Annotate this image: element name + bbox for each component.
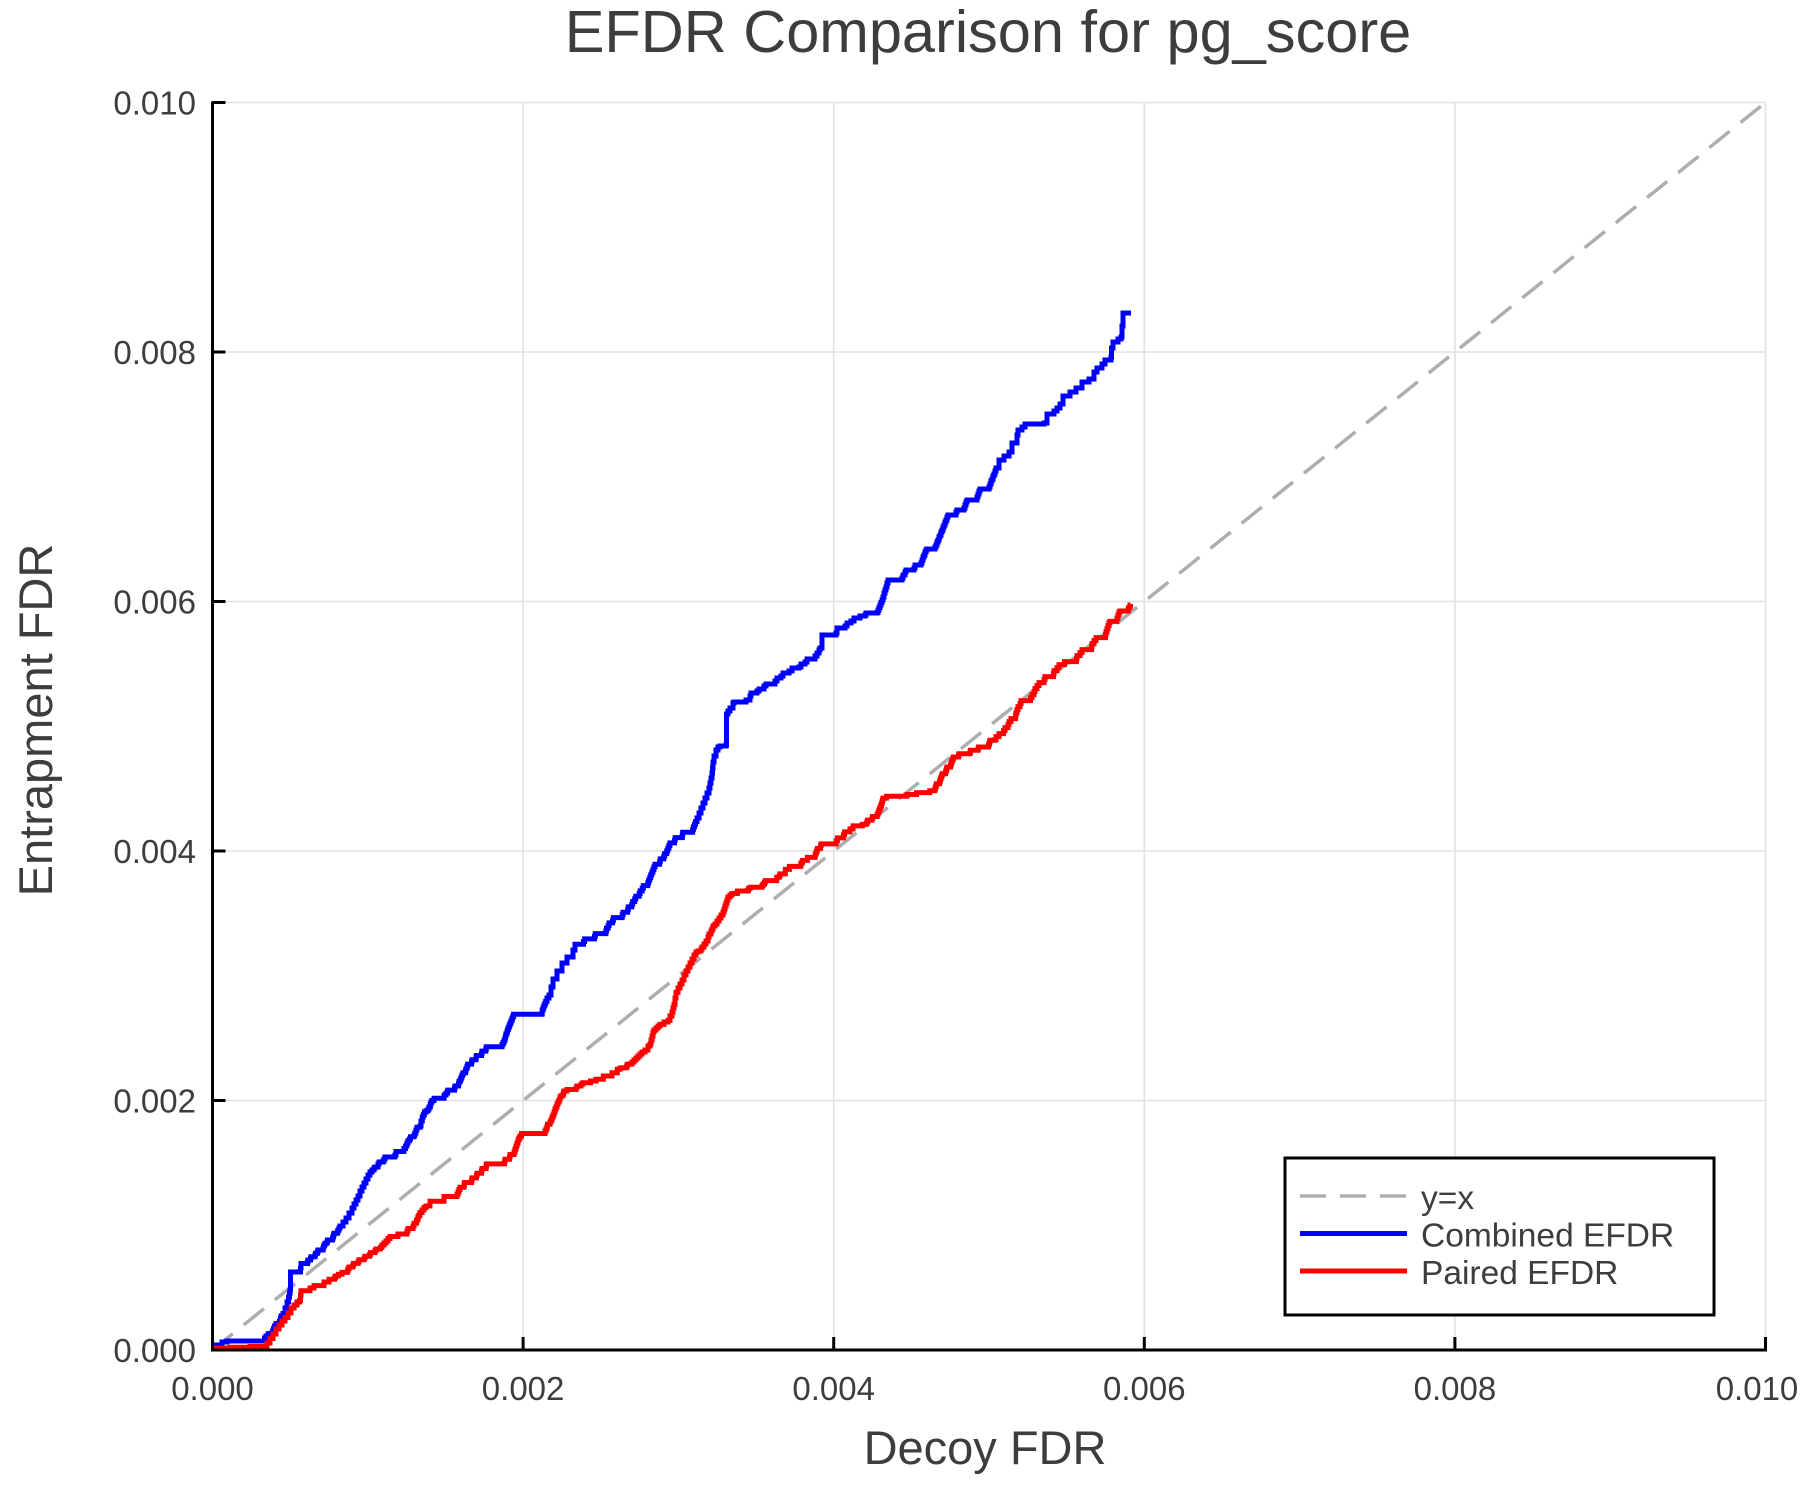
svg-text:0.006: 0.006 (1103, 1370, 1186, 1407)
svg-text:0.008: 0.008 (113, 334, 196, 371)
svg-text:0.004: 0.004 (792, 1370, 875, 1407)
svg-text:0.004: 0.004 (113, 833, 196, 870)
svg-text:0.000: 0.000 (113, 1332, 196, 1369)
svg-text:Paired EFDR: Paired EFDR (1421, 1255, 1618, 1292)
svg-text:Combined EFDR: Combined EFDR (1421, 1218, 1674, 1255)
svg-text:0.010: 0.010 (113, 85, 196, 122)
svg-text:0.008: 0.008 (1414, 1370, 1497, 1407)
svg-text:0.002: 0.002 (113, 1083, 196, 1120)
svg-text:0.010: 0.010 (1716, 1370, 1799, 1407)
svg-text:Decoy FDR: Decoy FDR (864, 1421, 1107, 1474)
svg-text:0.002: 0.002 (482, 1370, 565, 1407)
svg-text:y=x: y=x (1421, 1180, 1474, 1217)
svg-text:0.006: 0.006 (113, 584, 196, 621)
svg-text:Entrapment FDR: Entrapment FDR (9, 544, 62, 897)
svg-text:0.000: 0.000 (171, 1370, 254, 1407)
svg-text:EFDR Comparison for pg_score: EFDR Comparison for pg_score (565, 0, 1412, 65)
